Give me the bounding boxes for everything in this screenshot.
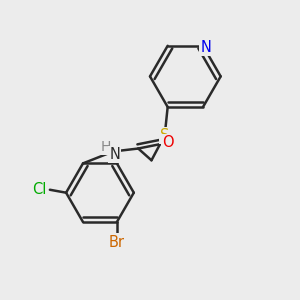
Text: Br: Br [109,235,125,250]
Text: N: N [200,40,211,55]
Text: Cl: Cl [33,182,47,197]
Text: S: S [160,128,169,143]
Text: N: N [109,147,120,162]
Text: O: O [162,135,173,150]
Text: H: H [100,140,111,154]
